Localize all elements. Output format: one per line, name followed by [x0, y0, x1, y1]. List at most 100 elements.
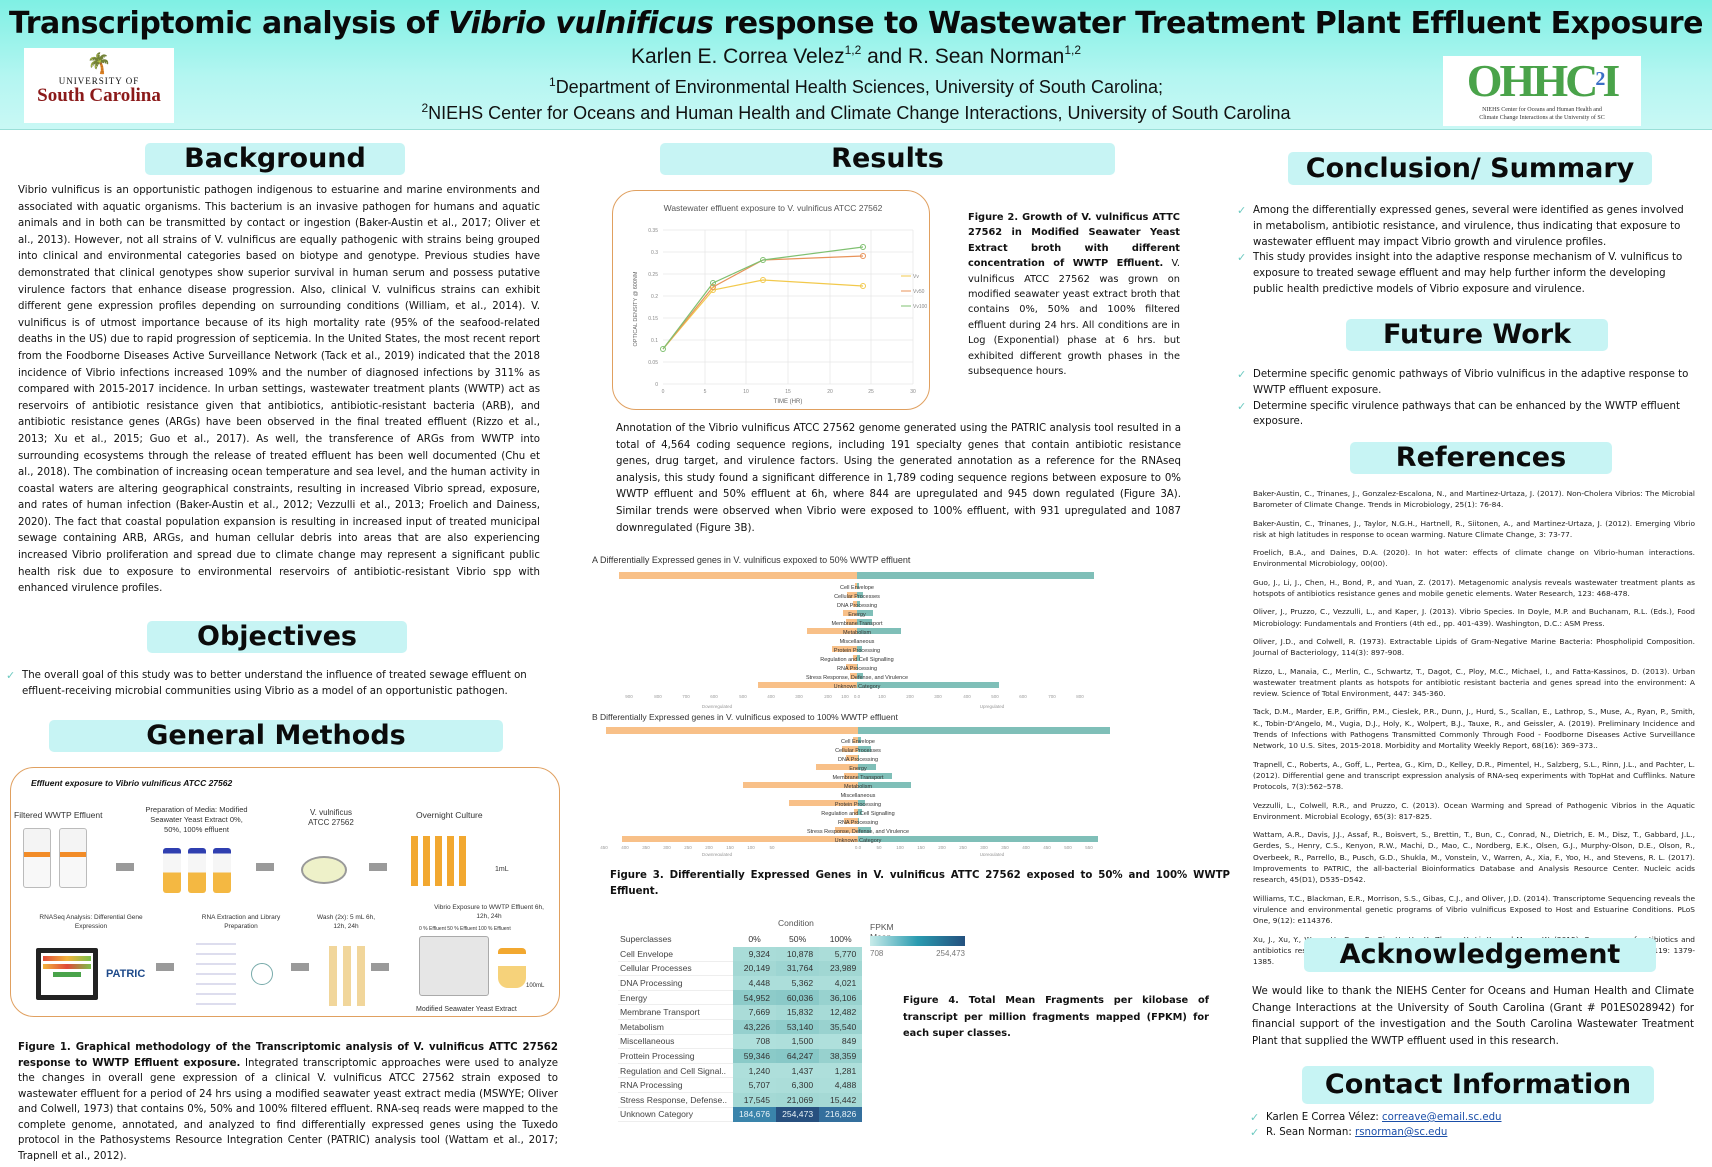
heatmap-row: Metabolism 43,226 53,140 35,540 [618, 1019, 863, 1035]
usc-logo-line1: UNIVERSITY OF [58, 76, 140, 86]
heatmap-column-group: Condition [778, 918, 814, 928]
svg-text:450: 450 [1043, 845, 1051, 850]
svg-text:350: 350 [1001, 845, 1009, 850]
filter-bottle-icon [23, 828, 51, 888]
conclusion-heading: Conclusion/ Summary [1288, 152, 1652, 185]
background-heading: Background [145, 143, 405, 175]
contact-heading: Contact Information [1302, 1066, 1654, 1104]
email-link[interactable]: rsnorman@sc.edu [1355, 1127, 1448, 1138]
reference-item: Tack, D.M., Marder, E.P., Griffin, P.M.,… [1253, 707, 1695, 751]
flask-icon [498, 948, 526, 988]
conclusion-item: ✓ This study provides insight into the ad… [1237, 251, 1683, 295]
heatmap-row: DNA Processing 4,448 5,362 4,021 [618, 975, 863, 991]
svg-text:100: 100 [878, 694, 886, 699]
figure2-caption: Figure 2. Growth of V. vulnificus ATTC 2… [968, 212, 1180, 378]
total-up-bar [858, 727, 1110, 734]
svg-text:0.3: 0.3 [651, 250, 658, 256]
svg-text:0.2: 0.2 [651, 294, 658, 300]
checkmark-icon: ✓ [1237, 204, 1247, 217]
future-work-item: ✓ Determine specific genomic pathways of … [1237, 368, 1689, 396]
background-text: Vibrio vulnificus is an opportunistic pa… [18, 185, 540, 595]
heatmap-row: RNA Processing 5,707 6,300 4,488 [618, 1077, 863, 1094]
heatmap-row: Miscellaneous 708 1,500 849 [618, 1034, 863, 1050]
svg-text:Protein Processing: Protein Processing [835, 802, 881, 808]
svg-text:200: 200 [705, 845, 713, 850]
magnifier-icon [251, 963, 273, 985]
step-media-prep: Preparation of Media: Modified Seawater … [145, 805, 248, 834]
step-strain: V. vulnificus ATCC 27562 [308, 808, 354, 827]
contact-item: ✓ Karlen E Correa Vélez: correave@email.s… [1250, 1111, 1502, 1124]
downregulated-label: Downregulated [702, 704, 733, 709]
svg-text:200: 200 [906, 694, 914, 699]
svg-text:0.25: 0.25 [648, 272, 658, 278]
future-work-item: ✓ Determine specific virulence pathways t… [1237, 399, 1680, 428]
heatmap-row: Stress Response, Defense.. 17,545 21,069 15… [618, 1092, 863, 1108]
incubator-icon [419, 936, 489, 996]
svg-text:Vv50: Vv50 [913, 289, 925, 295]
svg-text:50: 50 [876, 845, 882, 850]
petri-dish-icon [301, 856, 347, 884]
svg-text:400: 400 [767, 694, 775, 699]
svg-text:600: 600 [1019, 694, 1027, 699]
poster-header: Transcriptomic analysis of Vibrio vulnif… [0, 0, 1712, 130]
results-paragraph: Annotation of the Vibrio vulnificus ATCC… [616, 423, 1181, 534]
step-1ml: 1mL [495, 866, 509, 873]
svg-text:50: 50 [769, 845, 775, 850]
svg-text:DNA Processing: DNA Processing [837, 603, 877, 609]
heatmap-row: Membrane Transport 7,669 15,832 12,482 [618, 1004, 863, 1021]
reference-item: Oliver, J., Pruzzo, C., Vezzulli, L., an… [1253, 607, 1695, 628]
email-link[interactable]: correave@email.sc.edu [1382, 1112, 1502, 1123]
step-rnaseq: RNASeq Analysis: Differential Gene Expre… [39, 914, 143, 930]
future-work-heading: Future Work [1346, 319, 1608, 351]
svg-text:Wastewater effluent exposure t: Wastewater effluent exposure to V. vulni… [664, 203, 883, 213]
figure3b-bars: Cell Envelope Cellular Processes DNA Pro… [600, 737, 1098, 856]
svg-text:150: 150 [726, 845, 734, 850]
svg-text:800: 800 [1076, 694, 1084, 699]
svg-text:RNA Processing: RNA Processing [837, 666, 877, 672]
svg-text:DNA Processing: DNA Processing [838, 757, 878, 763]
svg-text:Miscellaneous: Miscellaneous [841, 793, 876, 799]
svg-text:20: 20 [827, 389, 833, 395]
checkmark-icon: ✓ [6, 669, 16, 682]
patric-logo: PATRIC [106, 968, 146, 980]
svg-text:550: 550 [1085, 845, 1093, 850]
step-rna-extraction: RNA Extraction and Library Preparation [201, 914, 281, 930]
heatmap-col: 50% [789, 934, 807, 945]
checkmark-icon: ✓ [1237, 251, 1247, 265]
svg-text:400: 400 [963, 694, 971, 699]
svg-text:Unknown Category: Unknown Category [834, 684, 881, 690]
svg-text:100: 100 [747, 845, 755, 850]
affiliation-2: 2NIEHS Center for Oceans and Human Healt… [421, 101, 1291, 123]
heatmap-row: Prottein Processing 59,346 64,247 38,359 [618, 1048, 863, 1064]
step-exposure: Vibrio Exposure to WWTP Effluent 6h, 12h… [434, 904, 544, 920]
svg-text:TIME (HR): TIME (HR) [774, 399, 803, 405]
figure3a-chart: A Differentially Expressed genes in V. v… [592, 555, 1227, 715]
svg-text:600: 600 [710, 694, 718, 699]
palmetto-tree-icon: 🌴 [86, 51, 112, 75]
ohhc2i-sub1: NIEHS Center for Oceans and Human Health… [1482, 107, 1602, 113]
usc-logo-line2: South Carolina [37, 85, 161, 106]
svg-text:OPTICAL DENSITY @ 600NM: OPTICAL DENSITY @ 600NM [633, 271, 639, 346]
svg-text:0.0: 0.0 [854, 694, 861, 699]
checkmark-icon: ✓ [1237, 368, 1247, 381]
svg-text:Protein Processing: Protein Processing [834, 648, 880, 654]
svg-text:Stress Response, Defense, and: Stress Response, Defense, and Virulence [807, 829, 909, 835]
step-overnight-culture: Overnight Culture [416, 810, 483, 820]
svg-text:500: 500 [991, 694, 999, 699]
reference-item: Williams, T.C., Blackman, E.R., Morrison… [1253, 893, 1695, 926]
svg-text:5: 5 [704, 389, 707, 395]
step-wash: Wash (2x): 5 mL 6h, 12h, 24h [316, 914, 376, 930]
usc-logo: 🌴 UNIVERSITY OF South Carolina [24, 48, 174, 123]
authors: Karlen E. Correa Velez1,2 and R. Sean No… [630, 43, 1082, 68]
checkmark-icon: ✓ [1250, 1111, 1260, 1124]
library-prep-icon [196, 943, 236, 1008]
svg-text:200: 200 [938, 845, 946, 850]
svg-text:150: 150 [917, 845, 925, 850]
svg-text:Metabolism: Metabolism [843, 630, 872, 636]
fpkm-scale-max: 254,473 [936, 949, 965, 958]
growth-line-chart: Wastewater effluent exposure to V. vulni… [633, 203, 927, 405]
reference-item: Wattam, A.R., Davis, J.J., Assaf, R., Bo… [1253, 830, 1695, 885]
svg-text:700: 700 [1048, 694, 1056, 699]
acknowledgement-heading: Acknowledgement [1304, 938, 1656, 972]
references-list: Baker-Austin, C., Trinanes, J., Gonzalez… [1253, 488, 1695, 974]
